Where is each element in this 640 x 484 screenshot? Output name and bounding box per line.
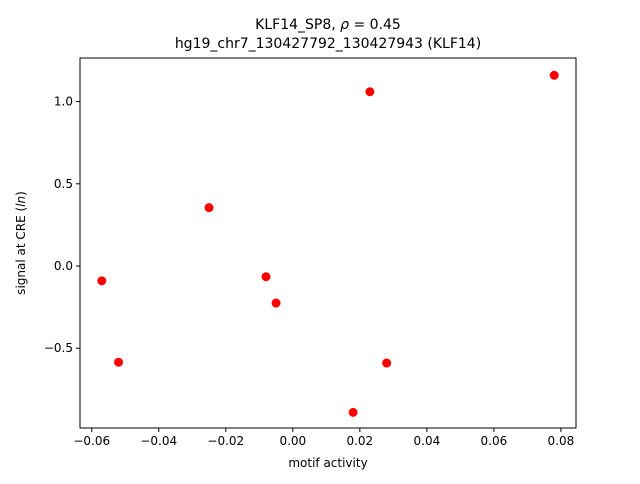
data-point — [261, 272, 271, 282]
x-tick-label: 0.04 — [414, 434, 441, 448]
x-tick-label: 0.08 — [548, 434, 575, 448]
y-axis-label: signal at CRE (ln) — [14, 191, 28, 295]
axes-frame — [79, 57, 577, 429]
plot-area — [97, 70, 559, 417]
x-tick-label: 0.02 — [346, 434, 373, 448]
x-tick-label: 0.06 — [481, 434, 508, 448]
y-tick-label: 1.0 — [54, 95, 73, 109]
y-tick-label: 0.5 — [54, 177, 73, 191]
x-tick-label: −0.06 — [73, 434, 110, 448]
x-axis-label: motif activity — [288, 456, 367, 470]
chart-title-line1: KLF14_SP8, ρ = 0.45 — [255, 17, 401, 33]
data-point — [365, 87, 375, 97]
data-point — [114, 357, 124, 367]
x-tick-label: −0.04 — [140, 434, 177, 448]
data-point — [204, 203, 214, 213]
data-point — [97, 276, 107, 286]
chart-title-line2: hg19_chr7_130427792_130427943 (KLF14) — [175, 36, 481, 52]
y-tick-label: −0.5 — [44, 341, 73, 355]
data-point — [549, 70, 559, 80]
x-tick-label: 0.00 — [279, 434, 306, 448]
y-tick-label: 0.0 — [54, 259, 73, 273]
data-point — [382, 358, 392, 368]
data-point — [271, 298, 281, 308]
data-point — [348, 407, 358, 417]
x-tick-label: −0.02 — [207, 434, 244, 448]
